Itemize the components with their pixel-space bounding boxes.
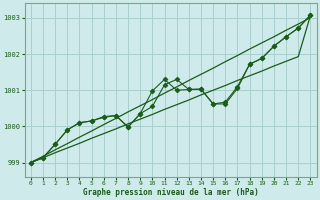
X-axis label: Graphe pression niveau de la mer (hPa): Graphe pression niveau de la mer (hPa) [83,188,259,197]
